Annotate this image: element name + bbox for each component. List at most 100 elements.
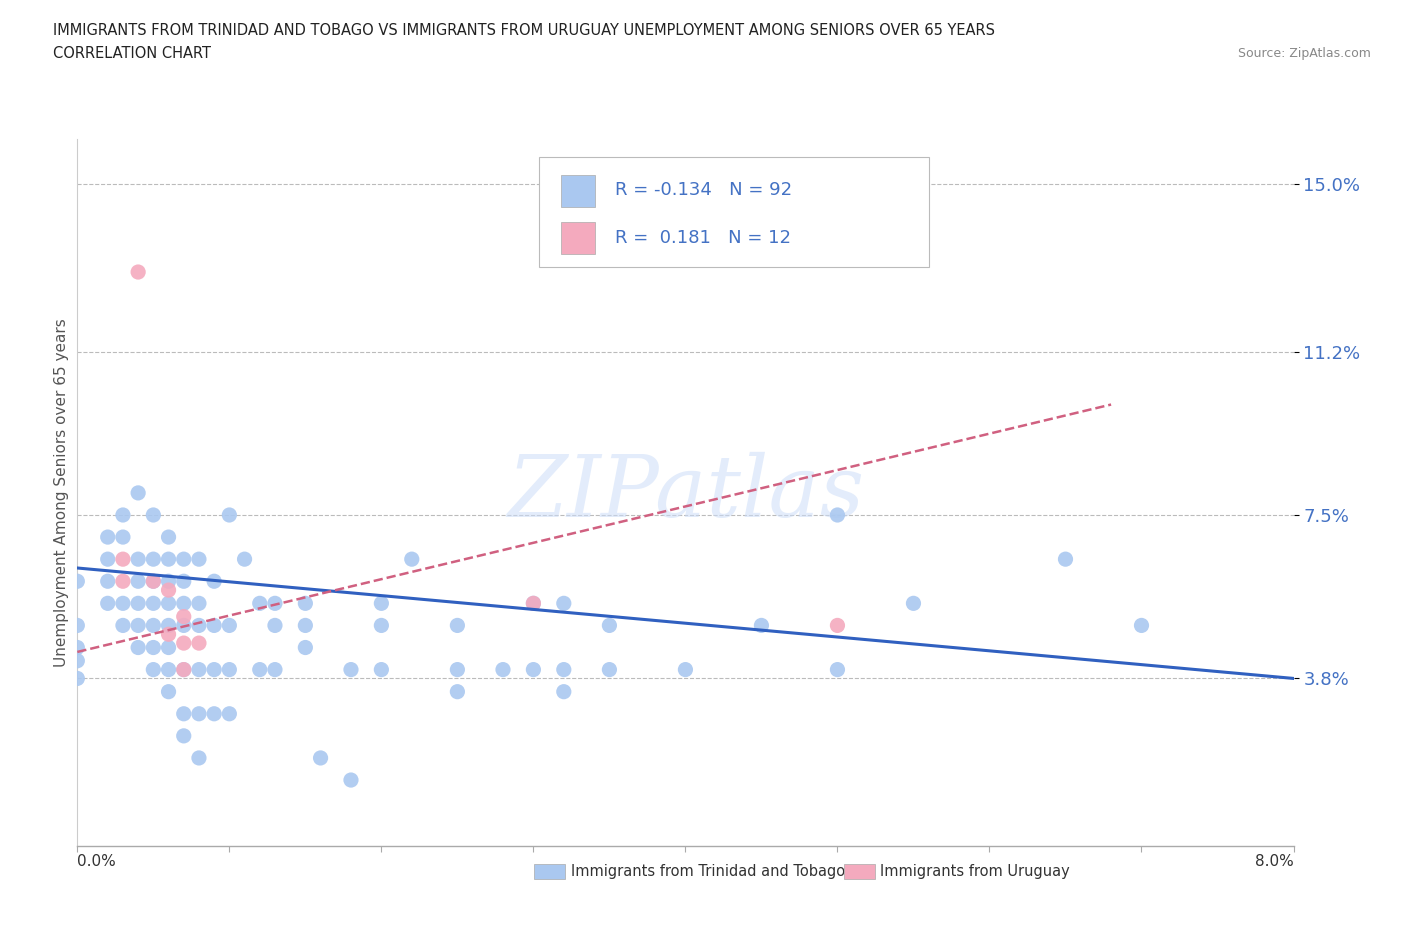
Point [598, 618, 620, 633]
Point [173, 551, 195, 566]
Point [66, 653, 89, 668]
Point [157, 627, 180, 642]
Point [127, 265, 149, 280]
Point [157, 530, 180, 545]
Point [142, 596, 165, 611]
Text: Immigrants from Uruguay: Immigrants from Uruguay [880, 864, 1070, 879]
Point [173, 596, 195, 611]
FancyBboxPatch shape [561, 222, 595, 254]
Point [173, 662, 195, 677]
Point [370, 596, 392, 611]
Point [188, 662, 211, 677]
Point [522, 596, 544, 611]
Point [446, 684, 468, 699]
Point [142, 508, 165, 523]
Point [370, 618, 392, 633]
Point [173, 636, 195, 651]
Point [309, 751, 332, 765]
Point [66, 574, 89, 589]
Point [111, 508, 134, 523]
Point [157, 684, 180, 699]
Point [1054, 551, 1077, 566]
Point [751, 618, 773, 633]
Point [446, 618, 468, 633]
Point [249, 662, 271, 677]
Point [97, 596, 120, 611]
Point [202, 662, 225, 677]
Point [553, 596, 575, 611]
Point [157, 640, 180, 655]
Point [97, 551, 120, 566]
Point [294, 618, 316, 633]
Point [294, 640, 316, 655]
Point [553, 684, 575, 699]
Point [157, 662, 180, 677]
Point [827, 618, 849, 633]
Point [218, 508, 240, 523]
Point [157, 551, 180, 566]
Point [127, 574, 149, 589]
Point [66, 618, 89, 633]
Point [142, 574, 165, 589]
Point [157, 582, 180, 598]
Point [97, 574, 120, 589]
Point [218, 707, 240, 722]
Point [446, 662, 468, 677]
Point [233, 551, 256, 566]
Point [111, 574, 134, 589]
Point [522, 596, 544, 611]
Point [111, 596, 134, 611]
Point [903, 596, 925, 611]
Point [218, 662, 240, 677]
Point [188, 551, 211, 566]
Text: 8.0%: 8.0% [1254, 854, 1294, 869]
Point [218, 618, 240, 633]
Point [173, 707, 195, 722]
Point [675, 662, 697, 677]
Point [157, 574, 180, 589]
Point [827, 508, 849, 523]
Point [173, 728, 195, 743]
Point [173, 609, 195, 624]
Point [340, 662, 363, 677]
Point [127, 640, 149, 655]
Text: R = -0.134   N = 92: R = -0.134 N = 92 [614, 181, 792, 199]
Point [127, 596, 149, 611]
Y-axis label: Unemployment Among Seniors over 65 years: Unemployment Among Seniors over 65 years [53, 319, 69, 668]
Point [827, 662, 849, 677]
Point [66, 640, 89, 655]
Text: Source: ZipAtlas.com: Source: ZipAtlas.com [1237, 46, 1371, 60]
Text: CORRELATION CHART: CORRELATION CHART [53, 46, 211, 61]
Point [553, 662, 575, 677]
Point [142, 618, 165, 633]
Point [264, 662, 287, 677]
Point [294, 596, 316, 611]
Point [1130, 618, 1153, 633]
Point [66, 671, 89, 686]
FancyBboxPatch shape [540, 157, 929, 267]
Point [142, 640, 165, 655]
Point [202, 707, 225, 722]
Text: 0.0%: 0.0% [77, 854, 117, 869]
Point [264, 618, 287, 633]
Point [157, 618, 180, 633]
FancyBboxPatch shape [561, 175, 595, 206]
Text: ZIPatlas: ZIPatlas [506, 452, 865, 534]
Point [173, 662, 195, 677]
Point [142, 551, 165, 566]
Point [97, 530, 120, 545]
Point [127, 485, 149, 500]
Point [111, 530, 134, 545]
Point [340, 773, 363, 788]
Point [202, 574, 225, 589]
Point [127, 551, 149, 566]
Point [111, 551, 134, 566]
Point [173, 618, 195, 633]
Point [492, 662, 515, 677]
Text: IMMIGRANTS FROM TRINIDAD AND TOBAGO VS IMMIGRANTS FROM URUGUAY UNEMPLOYMENT AMON: IMMIGRANTS FROM TRINIDAD AND TOBAGO VS I… [53, 23, 995, 38]
Point [127, 618, 149, 633]
Point [188, 751, 211, 765]
Point [188, 618, 211, 633]
Point [173, 574, 195, 589]
Point [202, 618, 225, 633]
